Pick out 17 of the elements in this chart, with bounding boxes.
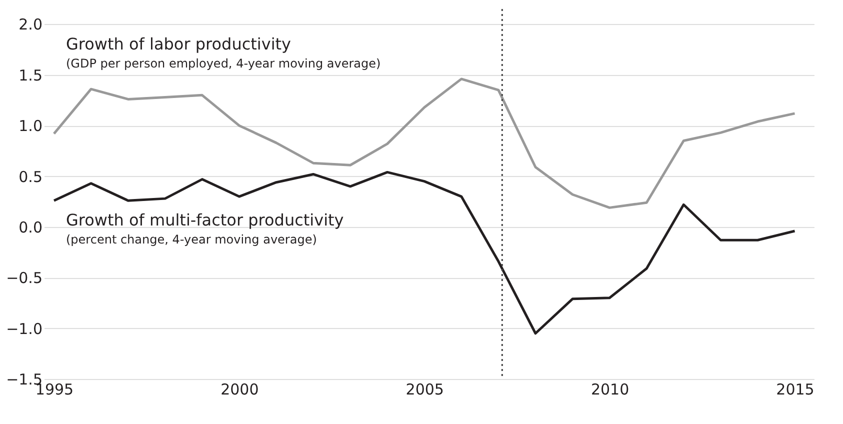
text: Growth of labor productivity — [66, 34, 292, 54]
series-label: Growth of multi-factor productivity — [66, 210, 344, 230]
y-tick-label: 2.0 — [18, 16, 42, 34]
y-tick-label: 1.5 — [18, 66, 42, 84]
x-tick-label: 2015 — [776, 380, 814, 398]
x-tick-label: 2005 — [406, 380, 444, 398]
line-series — [52, 78, 796, 209]
x-tick-label: 2010 — [590, 380, 630, 398]
y-tick-label: −0.5 — [6, 269, 42, 288]
x-tick-label: 2000 — [220, 380, 259, 398]
y-tick-label: 0.5 — [18, 168, 42, 186]
line-series — [52, 170, 796, 335]
y-tick-label: 0.0 — [18, 218, 42, 236]
annotation: (percent change, 4-year moving average) — [66, 232, 317, 246]
annotation: (GDP per person employed, 4-year moving average) — [66, 56, 381, 70]
y-tick-label: 1.0 — [18, 117, 42, 136]
y-tick-label: −1.0 — [6, 320, 42, 338]
